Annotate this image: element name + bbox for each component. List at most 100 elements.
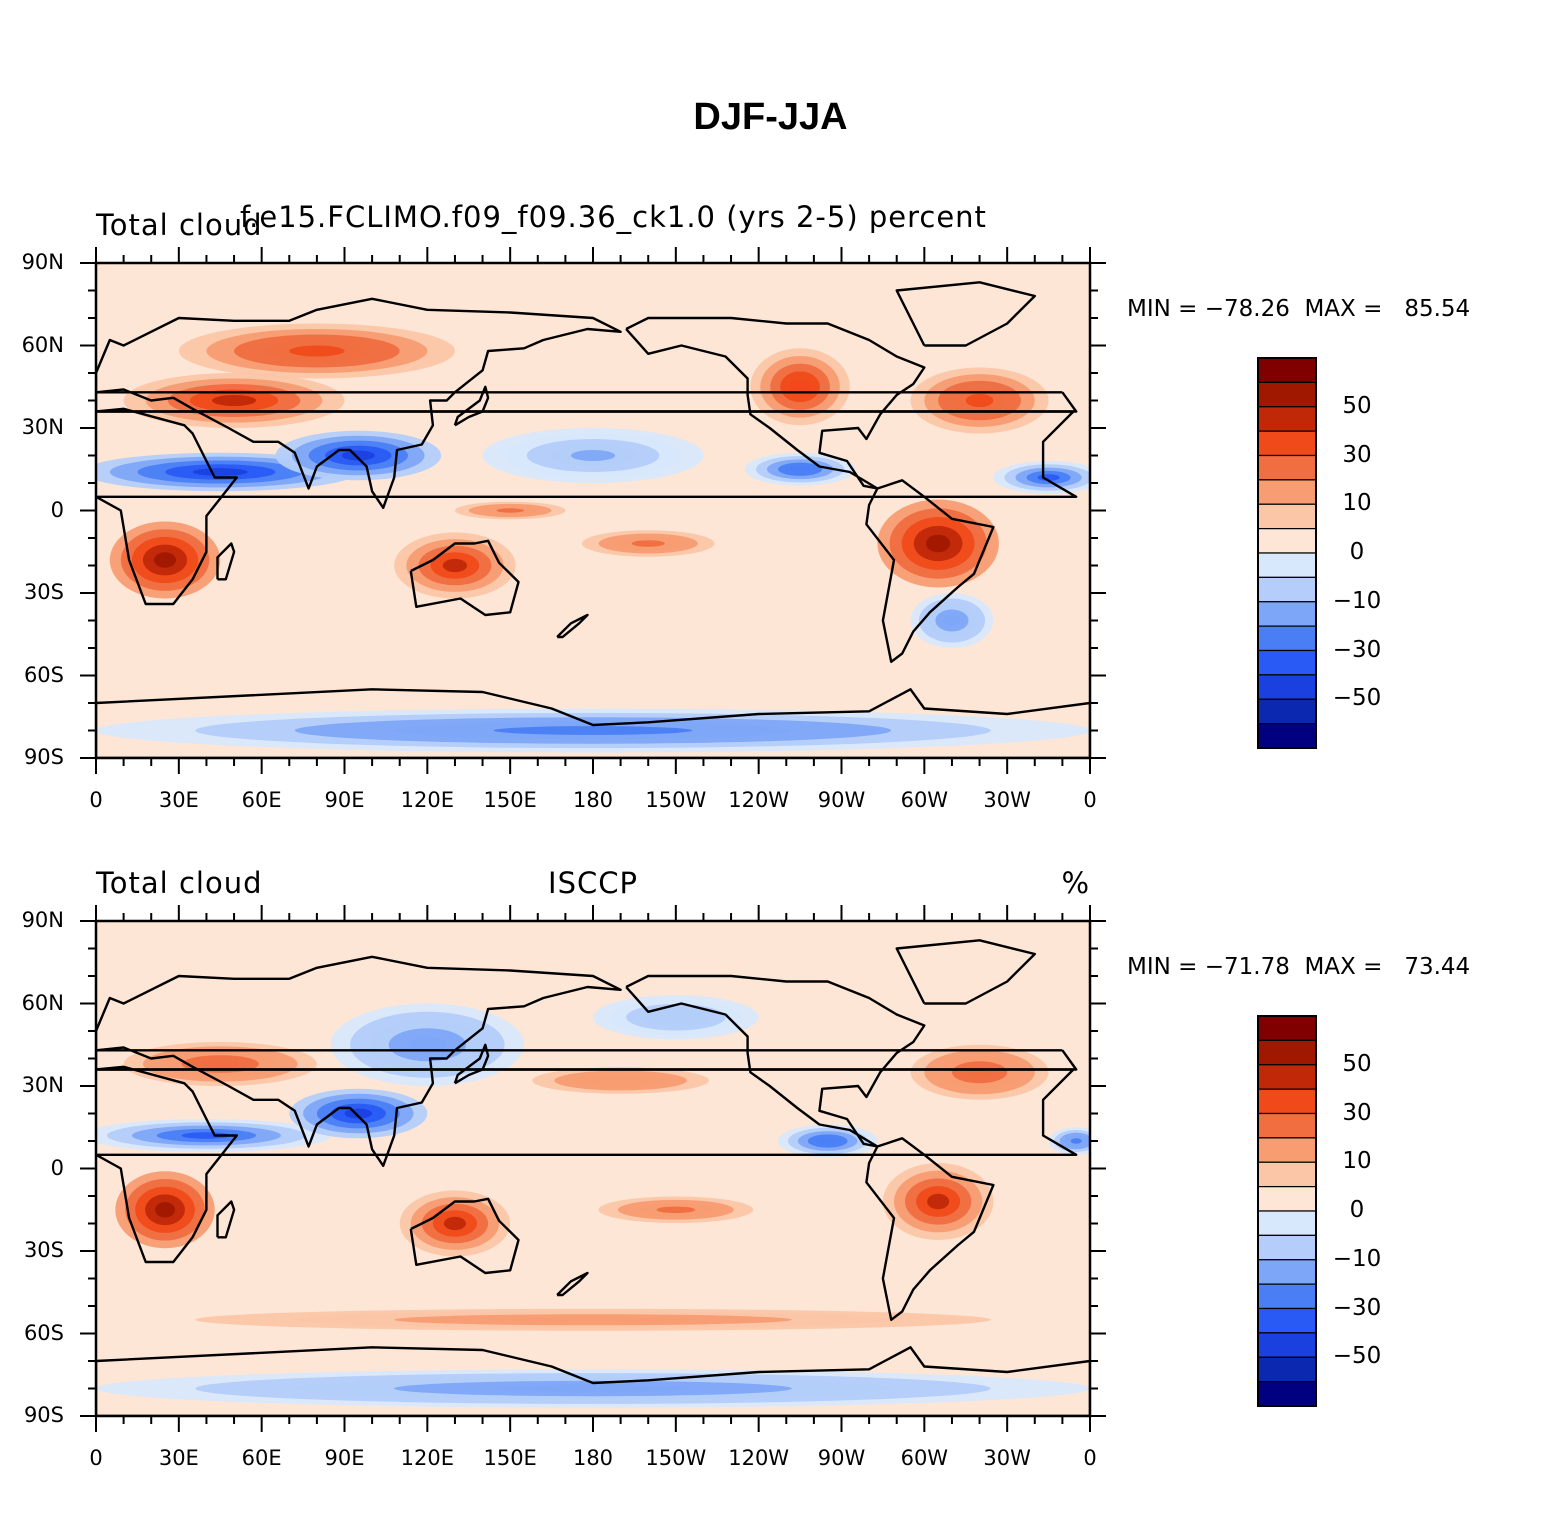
coastline-3 xyxy=(409,539,520,617)
x-tick-label: 0 xyxy=(1083,788,1097,812)
colorbar-frame xyxy=(1257,1015,1317,1407)
x-tick-label: 60E xyxy=(241,788,282,812)
colorbar-box xyxy=(1257,576,1317,603)
y-tick-label: 60S xyxy=(23,1320,64,1345)
contour-feature-9-ring-1 xyxy=(408,1036,447,1053)
coastline-5 xyxy=(895,281,1036,347)
colorbar-label: −30 xyxy=(1332,1294,1382,1321)
y-tick-label: 60S xyxy=(23,662,64,687)
contour-feature-15-ring-1 xyxy=(496,508,524,513)
colorbar-label: −30 xyxy=(1332,636,1382,663)
colorbar-frame xyxy=(1257,357,1317,749)
colorbar-box xyxy=(1257,1039,1317,1066)
y-tick-label: 0 xyxy=(50,1155,64,1180)
colorbar-box xyxy=(1257,406,1317,432)
x-tick-label: 90W xyxy=(817,788,866,812)
contour-feature-7-ring-1 xyxy=(192,468,248,476)
colorbar-box xyxy=(1257,357,1317,383)
contour-feature-7-ring-1 xyxy=(181,1132,232,1139)
coastline-7 xyxy=(96,688,1090,758)
contour-feature-4-ring-1 xyxy=(289,345,345,357)
x-tick-label: 60W xyxy=(900,788,949,812)
contour-feature-12-ring-1 xyxy=(493,1384,693,1393)
x-tick-label: 0 xyxy=(89,1446,103,1470)
coastline-2 xyxy=(96,1049,1078,1071)
contour-feature-10-ring-1 xyxy=(817,1137,838,1145)
contour-feature-11-ring-1 xyxy=(570,450,616,461)
colorbar-label: 30 xyxy=(1342,441,1372,468)
coastline-1 xyxy=(96,297,622,509)
contour-feature-11-ring-1 xyxy=(1070,1138,1082,1144)
coastline-10 xyxy=(556,1271,589,1297)
panel-center-title: f.e15.FCLIMO.f09_f09.36_ck1.0 (yrs 2-5) … xyxy=(240,200,987,234)
contour-feature-2-ring-1 xyxy=(925,534,951,553)
contour-feature-3-ring-1 xyxy=(211,395,257,406)
coastline-6 xyxy=(865,1137,995,1321)
coastline-8 xyxy=(216,542,236,581)
y-tick-label: 90S xyxy=(23,1403,64,1427)
contour-feature-3-ring-1 xyxy=(200,1059,240,1069)
x-tick-label: 120E xyxy=(400,1446,454,1470)
y-tick-label: 30N xyxy=(21,415,64,439)
colorbar-box xyxy=(1257,1332,1317,1358)
colorbar-label: 0 xyxy=(1349,1197,1365,1223)
colorbar-label: 10 xyxy=(1342,490,1372,517)
x-tick-label: 90W xyxy=(817,1446,866,1470)
colorbar-box xyxy=(1257,381,1317,408)
contour-feature-14-ring-1 xyxy=(659,1012,693,1022)
colorbar-label: 50 xyxy=(1342,1050,1372,1077)
contour-feature-1-ring-1 xyxy=(442,558,468,573)
y-tick-label: 90N xyxy=(21,250,64,274)
panel-left-title: Total cloud xyxy=(96,866,263,900)
map-panel-bottom: Total cloud ISCCP% MIN = −71.78 MAX = 73.4… xyxy=(0,658,1541,1470)
x-tick-label: 120E xyxy=(400,788,454,812)
y-tick-label: 90S xyxy=(23,745,64,769)
x-tick-label: 180 xyxy=(572,1446,614,1470)
x-tick-label: 120W xyxy=(728,1446,790,1470)
colorbar-box xyxy=(1257,1064,1317,1090)
colorbar-box xyxy=(1257,1112,1317,1139)
colorbar-label: 50 xyxy=(1342,392,1372,419)
x-tick-label: 120W xyxy=(728,788,790,812)
coastline-0 xyxy=(96,1065,1078,1264)
colorbar-label: −50 xyxy=(1332,1343,1382,1370)
x-tick-label: 30E xyxy=(158,788,199,812)
colorbar-box xyxy=(1257,1015,1317,1041)
contour-feature-5-ring-1 xyxy=(790,379,811,395)
x-tick-label: 90E xyxy=(324,1446,365,1470)
panel-right-title: % xyxy=(1061,866,1090,900)
x-tick-label: 150E xyxy=(483,788,537,812)
x-tick-label: 30W xyxy=(983,1446,1031,1470)
contour-feature-6-ring-1 xyxy=(965,393,994,408)
panel-center-title: ISCCP xyxy=(548,866,638,900)
coastline-0 xyxy=(96,407,1078,606)
colorbar-box xyxy=(1257,479,1317,505)
colorbar-box xyxy=(1257,1210,1317,1236)
colorbar-box xyxy=(1257,1307,1317,1334)
colorbar-box xyxy=(1257,454,1317,481)
min-max-label: MIN = −78.26 MAX = 85.54 xyxy=(1127,296,1471,322)
coastline-1 xyxy=(96,955,622,1167)
coastline-9 xyxy=(453,385,490,427)
colorbar-box xyxy=(1257,1186,1317,1212)
x-tick-label: 60E xyxy=(241,1446,282,1470)
colorbar-label: 30 xyxy=(1342,1099,1372,1126)
contour-feature-1-ring-1 xyxy=(443,1216,466,1231)
colorbar-box xyxy=(1257,1161,1317,1188)
contour-feature-2-ring-1 xyxy=(927,1193,950,1210)
x-tick-label: 60W xyxy=(900,1446,949,1470)
contour-feature-5-ring-1 xyxy=(598,1077,643,1084)
x-tick-label: 30W xyxy=(983,788,1031,812)
colorbar-box xyxy=(1257,1356,1317,1383)
colorbar-label: 0 xyxy=(1349,539,1365,565)
contour-feature-8-ring-1 xyxy=(341,450,375,461)
contour-feature-0-ring-1 xyxy=(153,552,177,568)
y-tick-label: 0 xyxy=(50,497,64,522)
y-tick-label: 60N xyxy=(21,332,64,357)
coastline-4 xyxy=(625,316,926,490)
y-tick-label: 30S xyxy=(23,580,64,604)
colorbar-label: 10 xyxy=(1342,1148,1372,1175)
contour-feature-6-ring-1 xyxy=(656,1206,696,1214)
y-tick-label: 30S xyxy=(23,1238,64,1262)
colorbar-label: −50 xyxy=(1332,685,1382,712)
